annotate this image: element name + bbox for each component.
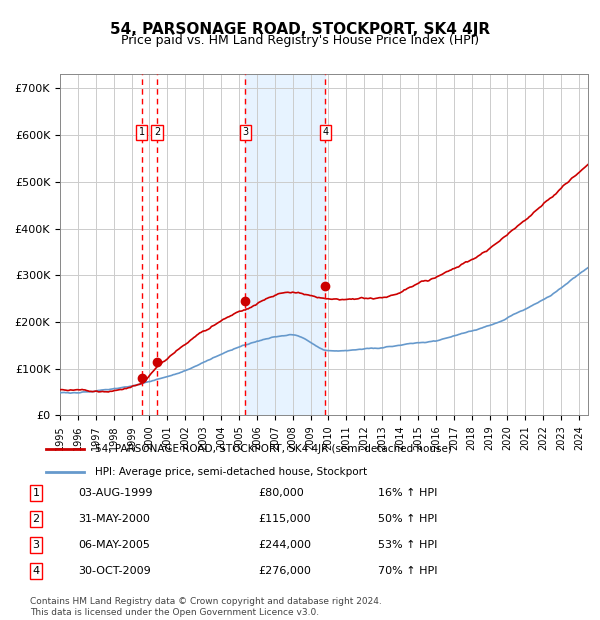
Text: 4: 4	[32, 566, 40, 576]
Text: 54, PARSONAGE ROAD, STOCKPORT, SK4 4JR (semi-detached house): 54, PARSONAGE ROAD, STOCKPORT, SK4 4JR (…	[95, 444, 452, 454]
Text: £244,000: £244,000	[258, 540, 311, 550]
Text: 50% ↑ HPI: 50% ↑ HPI	[378, 514, 437, 524]
Text: 70% ↑ HPI: 70% ↑ HPI	[378, 566, 437, 576]
Text: 03-AUG-1999: 03-AUG-1999	[78, 488, 152, 498]
Text: 16% ↑ HPI: 16% ↑ HPI	[378, 488, 437, 498]
Text: £115,000: £115,000	[258, 514, 311, 524]
Text: 53% ↑ HPI: 53% ↑ HPI	[378, 540, 437, 550]
Text: 54, PARSONAGE ROAD, STOCKPORT, SK4 4JR: 54, PARSONAGE ROAD, STOCKPORT, SK4 4JR	[110, 22, 490, 37]
Text: 06-MAY-2005: 06-MAY-2005	[78, 540, 150, 550]
Text: 3: 3	[242, 127, 248, 138]
Text: 2: 2	[154, 127, 160, 138]
Text: £276,000: £276,000	[258, 566, 311, 576]
Text: Contains HM Land Registry data © Crown copyright and database right 2024.
This d: Contains HM Land Registry data © Crown c…	[30, 598, 382, 617]
Text: HPI: Average price, semi-detached house, Stockport: HPI: Average price, semi-detached house,…	[95, 467, 367, 477]
Text: 3: 3	[32, 540, 40, 550]
Text: 2: 2	[32, 514, 40, 524]
Text: 1: 1	[32, 488, 40, 498]
Text: Price paid vs. HM Land Registry's House Price Index (HPI): Price paid vs. HM Land Registry's House …	[121, 34, 479, 47]
Text: 4: 4	[322, 127, 328, 138]
Text: 1: 1	[139, 127, 145, 138]
Text: 31-MAY-2000: 31-MAY-2000	[78, 514, 150, 524]
Text: 30-OCT-2009: 30-OCT-2009	[78, 566, 151, 576]
Text: £80,000: £80,000	[258, 488, 304, 498]
